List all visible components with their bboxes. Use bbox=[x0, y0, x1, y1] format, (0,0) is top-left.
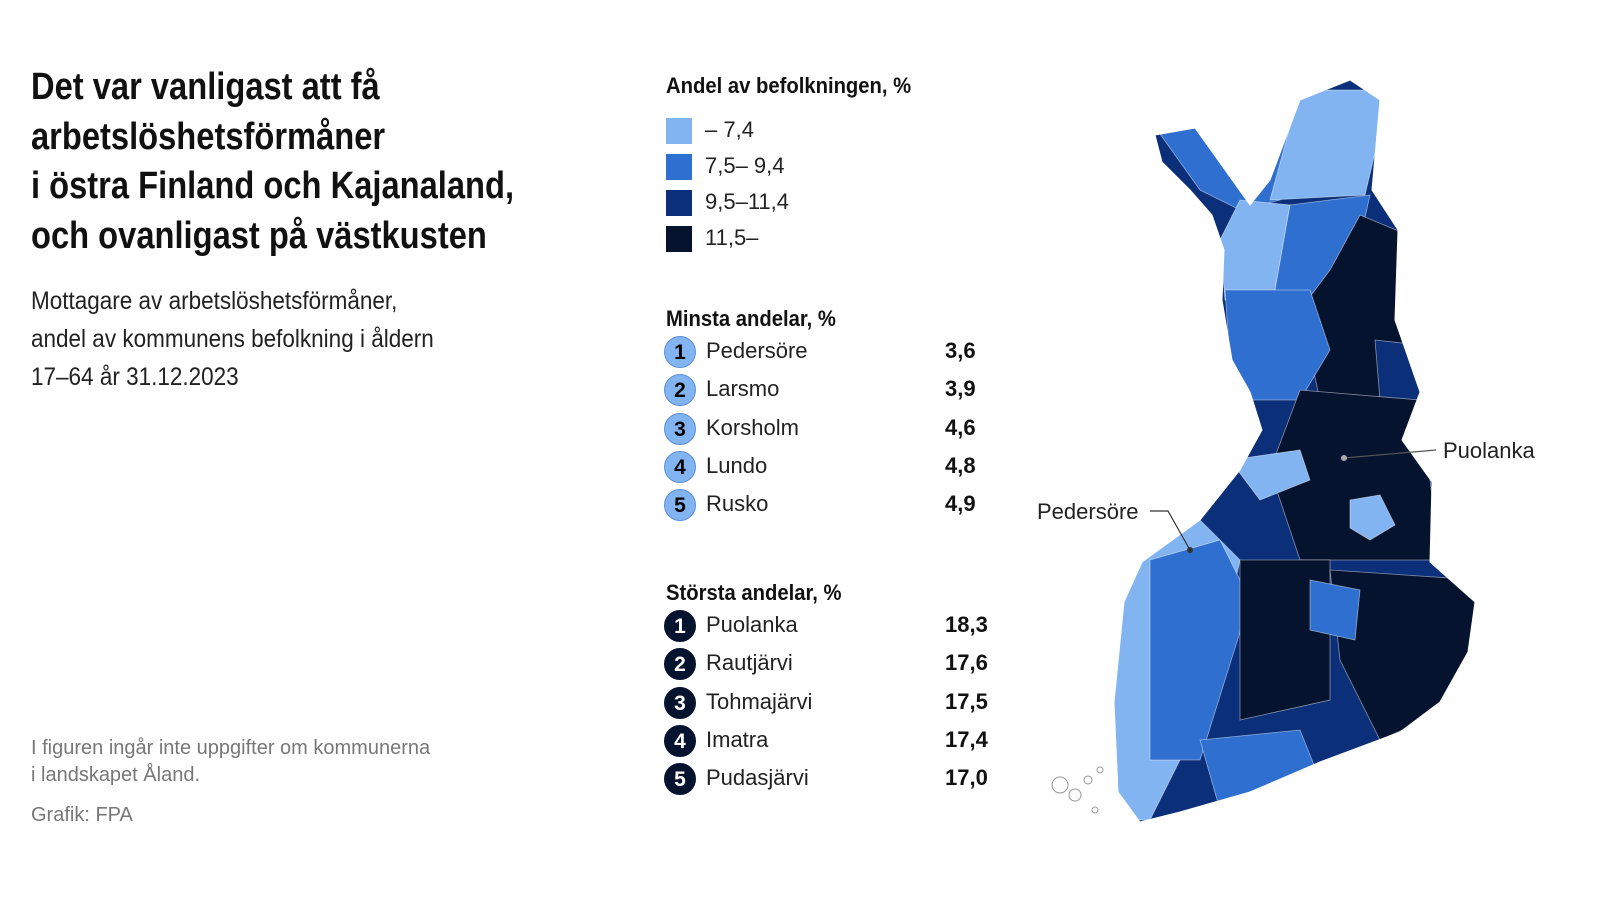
legend-label: 9,5–11,4 bbox=[705, 189, 790, 214]
footnote: I figuren ingår inte uppgifter om kommun… bbox=[31, 737, 431, 759]
region bbox=[1374, 339, 1421, 401]
list-title: Största andelar, % bbox=[666, 580, 842, 605]
legend-swatch bbox=[666, 154, 692, 180]
list-value: 17,6 bbox=[945, 650, 988, 676]
rank-badge: 5 bbox=[664, 763, 696, 796]
list-name: Imatra bbox=[706, 726, 769, 752]
legend-swatch bbox=[666, 190, 692, 216]
footnote: i landskapet Åland. bbox=[31, 764, 201, 786]
rank-badge: 2 bbox=[664, 648, 696, 681]
map-label: Pedersöre bbox=[1037, 499, 1139, 524]
region bbox=[1269, 89, 1391, 201]
callout-line bbox=[1343, 449, 1437, 459]
list-name: Rusko bbox=[706, 491, 769, 517]
list-value: 17,4 bbox=[945, 726, 988, 752]
callout-dot bbox=[1187, 547, 1193, 553]
title-line: i östra Finland och Kajanaland, bbox=[31, 165, 515, 207]
legend-label: 7,5– 9,4 bbox=[705, 153, 785, 178]
rank-badge: 1 bbox=[664, 336, 696, 368]
list-title: Minsta andelar, % bbox=[666, 306, 836, 331]
legend-title: Andel av befolkningen, % bbox=[666, 73, 912, 98]
rank-badge: 5 bbox=[664, 489, 696, 522]
list-value: 18,3 bbox=[945, 612, 988, 637]
list-value: 4,9 bbox=[945, 491, 976, 517]
subtitle-line: andel av kommunens befolkning i åldern bbox=[31, 325, 434, 353]
list-name: Tohmajärvi bbox=[706, 688, 813, 714]
list-name: Puolanka bbox=[706, 612, 798, 637]
list-value: 4,8 bbox=[945, 452, 976, 478]
rank-badge: 4 bbox=[664, 724, 696, 757]
legend-label: 11,5– bbox=[705, 225, 759, 250]
callout-dot bbox=[1341, 455, 1347, 461]
region bbox=[1349, 494, 1396, 541]
subtitle-line: Mottagare av arbetslöshetsförmåner, bbox=[31, 287, 398, 315]
rank-badge: 4 bbox=[664, 450, 696, 483]
title-line: och ovanligast på västkusten bbox=[31, 214, 487, 257]
subtitle-line: 17–64 år 31.12.2023 bbox=[31, 363, 239, 391]
choropleth bbox=[1114, 80, 1475, 822]
list-value: 17,0 bbox=[945, 765, 988, 791]
legend-swatch bbox=[666, 226, 692, 252]
region bbox=[1229, 449, 1311, 501]
rank-badge: 3 bbox=[664, 412, 696, 445]
rank-badge: 2 bbox=[664, 374, 696, 407]
legend-label: – 7,4 bbox=[705, 117, 754, 142]
callout-line bbox=[1150, 510, 1191, 551]
list-value: 4,6 bbox=[945, 414, 976, 440]
list-name: Pedersöre bbox=[706, 338, 808, 363]
list-value: 3,9 bbox=[945, 376, 976, 402]
title-line: arbetslöshetsförmåner bbox=[31, 115, 386, 158]
list-name: Rautjärvi bbox=[706, 650, 793, 676]
rank-badge: 1 bbox=[664, 610, 696, 642]
region bbox=[1149, 539, 1251, 761]
region bbox=[1239, 559, 1331, 721]
credit: Grafik: FPA bbox=[31, 804, 133, 826]
list-name: Lundo bbox=[706, 452, 768, 478]
list-value: 17,5 bbox=[945, 688, 988, 714]
aland-islands bbox=[1051, 766, 1104, 814]
rank-badge: 3 bbox=[664, 686, 696, 719]
list-name: Pudasjärvi bbox=[706, 765, 809, 791]
list-name: Larsmo bbox=[706, 376, 780, 402]
list-value: 3,6 bbox=[945, 338, 976, 363]
legend-swatch bbox=[666, 118, 692, 144]
title-line: Det var vanligast att få bbox=[31, 66, 380, 108]
list-name: Korsholm bbox=[706, 414, 799, 440]
region bbox=[1309, 579, 1361, 641]
map-label: Puolanka bbox=[1443, 438, 1536, 463]
